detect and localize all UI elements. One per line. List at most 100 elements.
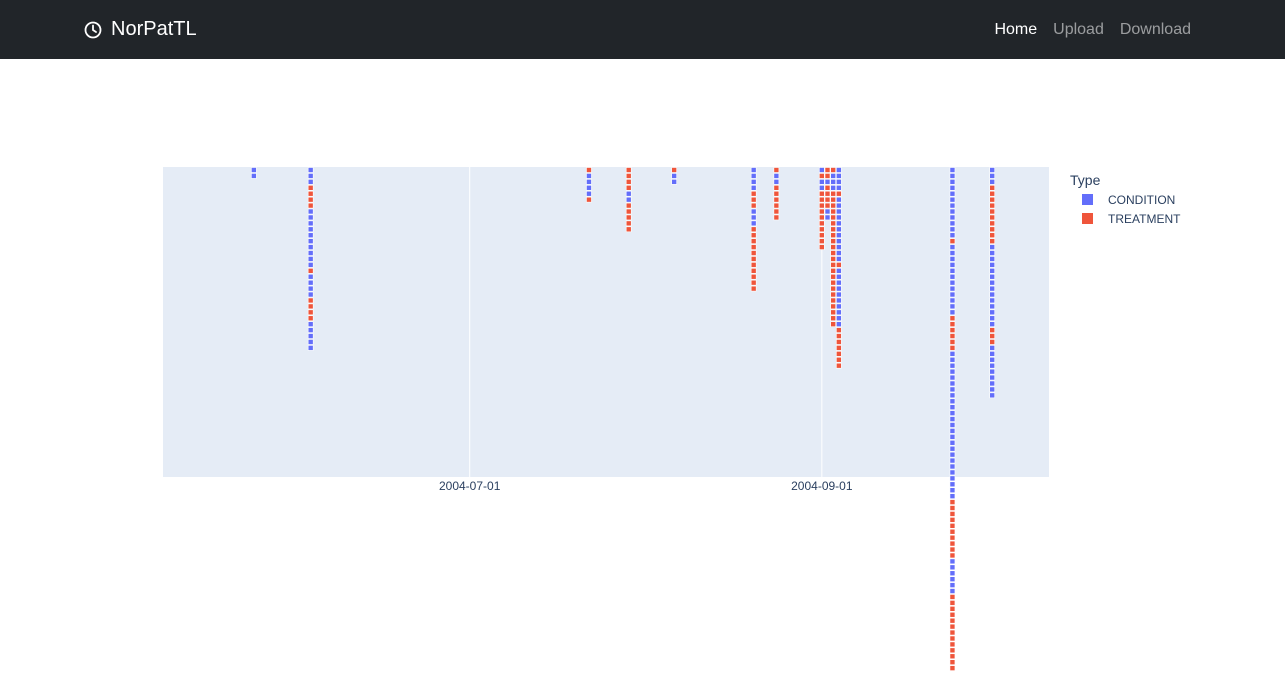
condition-point[interactable] (989, 285, 996, 292)
condition-point[interactable] (949, 558, 956, 565)
treatment-point[interactable] (819, 238, 825, 244)
condition-point[interactable] (949, 297, 956, 304)
treatment-point[interactable] (989, 190, 996, 197)
treatment-point[interactable] (949, 629, 956, 636)
condition-point[interactable] (949, 167, 956, 173)
treatment-point[interactable] (949, 623, 956, 630)
condition-point[interactable] (307, 285, 314, 292)
condition-point[interactable] (819, 167, 825, 173)
treatment-point[interactable] (830, 291, 836, 298)
condition-point[interactable] (307, 220, 314, 227)
condition-point[interactable] (949, 208, 956, 215)
treatment-point[interactable] (830, 190, 836, 197)
treatment-point[interactable] (989, 327, 996, 333)
condition-point[interactable] (949, 434, 956, 440)
treatment-point[interactable] (819, 202, 825, 209)
treatment-point[interactable] (625, 202, 632, 209)
condition-point[interactable] (949, 457, 956, 464)
treatment-point[interactable] (836, 362, 842, 369)
treatment-point[interactable] (586, 167, 592, 173)
condition-point[interactable] (949, 362, 956, 369)
condition-point[interactable] (989, 262, 996, 268)
treatment-point[interactable] (625, 226, 632, 233)
condition-point[interactable] (307, 327, 314, 333)
condition-point[interactable] (949, 279, 956, 286)
treatment-point[interactable] (750, 232, 757, 239)
condition-point[interactable] (949, 475, 956, 482)
condition-point[interactable] (836, 232, 842, 239)
treatment-point[interactable] (949, 505, 956, 511)
treatment-point[interactable] (830, 250, 836, 256)
treatment-point[interactable] (830, 232, 836, 239)
condition-point[interactable] (949, 564, 956, 571)
condition-point[interactable] (949, 487, 956, 494)
condition-point[interactable] (836, 309, 842, 316)
treatment-point[interactable] (625, 173, 632, 179)
condition-point[interactable] (750, 179, 757, 185)
treatment-point[interactable] (625, 179, 632, 185)
treatment-point[interactable] (830, 321, 836, 327)
treatment-point[interactable] (836, 333, 842, 339)
treatment-point[interactable] (830, 226, 836, 233)
condition-point[interactable] (989, 303, 996, 310)
condition-point[interactable] (989, 315, 996, 322)
condition-point[interactable] (671, 173, 677, 179)
treatment-point[interactable] (949, 327, 956, 333)
condition-point[interactable] (949, 451, 956, 458)
treatment-point[interactable] (830, 315, 836, 322)
condition-point[interactable] (307, 208, 314, 215)
condition-point[interactable] (949, 428, 956, 434)
treatment-point[interactable] (949, 522, 956, 529)
condition-point[interactable] (989, 368, 996, 375)
condition-point[interactable] (989, 167, 996, 173)
treatment-point[interactable] (949, 594, 956, 600)
condition-point[interactable] (671, 179, 677, 185)
condition-point[interactable] (989, 273, 996, 280)
condition-point[interactable] (836, 208, 842, 215)
treatment-point[interactable] (949, 653, 956, 660)
condition-point[interactable] (989, 351, 996, 357)
condition-point[interactable] (836, 291, 842, 298)
treatment-point[interactable] (830, 309, 836, 316)
condition-point[interactable] (949, 268, 956, 274)
condition-point[interactable] (836, 214, 842, 221)
treatment-point[interactable] (830, 273, 836, 280)
condition-point[interactable] (949, 226, 956, 233)
brand-link[interactable]: NorPatTL (84, 0, 197, 59)
condition-point[interactable] (824, 214, 831, 221)
treatment-point[interactable] (830, 268, 836, 274)
treatment-point[interactable] (586, 196, 592, 203)
condition-point[interactable] (989, 250, 996, 256)
treatment-point[interactable] (949, 511, 956, 517)
condition-point[interactable] (949, 262, 956, 268)
condition-point[interactable] (307, 173, 314, 179)
condition-point[interactable] (307, 238, 314, 244)
condition-point[interactable] (836, 268, 842, 274)
treatment-point[interactable] (824, 196, 831, 203)
treatment-point[interactable] (750, 202, 757, 209)
condition-point[interactable] (989, 279, 996, 286)
treatment-point[interactable] (830, 244, 836, 250)
condition-point[interactable] (307, 321, 314, 327)
condition-point[interactable] (949, 392, 956, 399)
condition-point[interactable] (949, 368, 956, 375)
treatment-point[interactable] (949, 647, 956, 654)
treatment-point[interactable] (307, 190, 314, 197)
condition-point[interactable] (824, 179, 831, 185)
treatment-point[interactable] (750, 285, 757, 292)
condition-point[interactable] (830, 173, 836, 179)
treatment-point[interactable] (625, 167, 632, 173)
condition-point[interactable] (819, 179, 825, 185)
condition-point[interactable] (307, 345, 314, 351)
treatment-point[interactable] (830, 214, 836, 221)
treatment-point[interactable] (949, 546, 956, 553)
treatment-point[interactable] (830, 220, 836, 227)
treatment-point[interactable] (949, 345, 956, 351)
condition-point[interactable] (949, 214, 956, 221)
treatment-point[interactable] (949, 600, 956, 606)
treatment-point[interactable] (625, 214, 632, 221)
treatment-point[interactable] (307, 303, 314, 310)
nav-upload[interactable]: Upload (1053, 20, 1104, 38)
condition-point[interactable] (949, 179, 956, 185)
treatment-point[interactable] (830, 297, 836, 304)
